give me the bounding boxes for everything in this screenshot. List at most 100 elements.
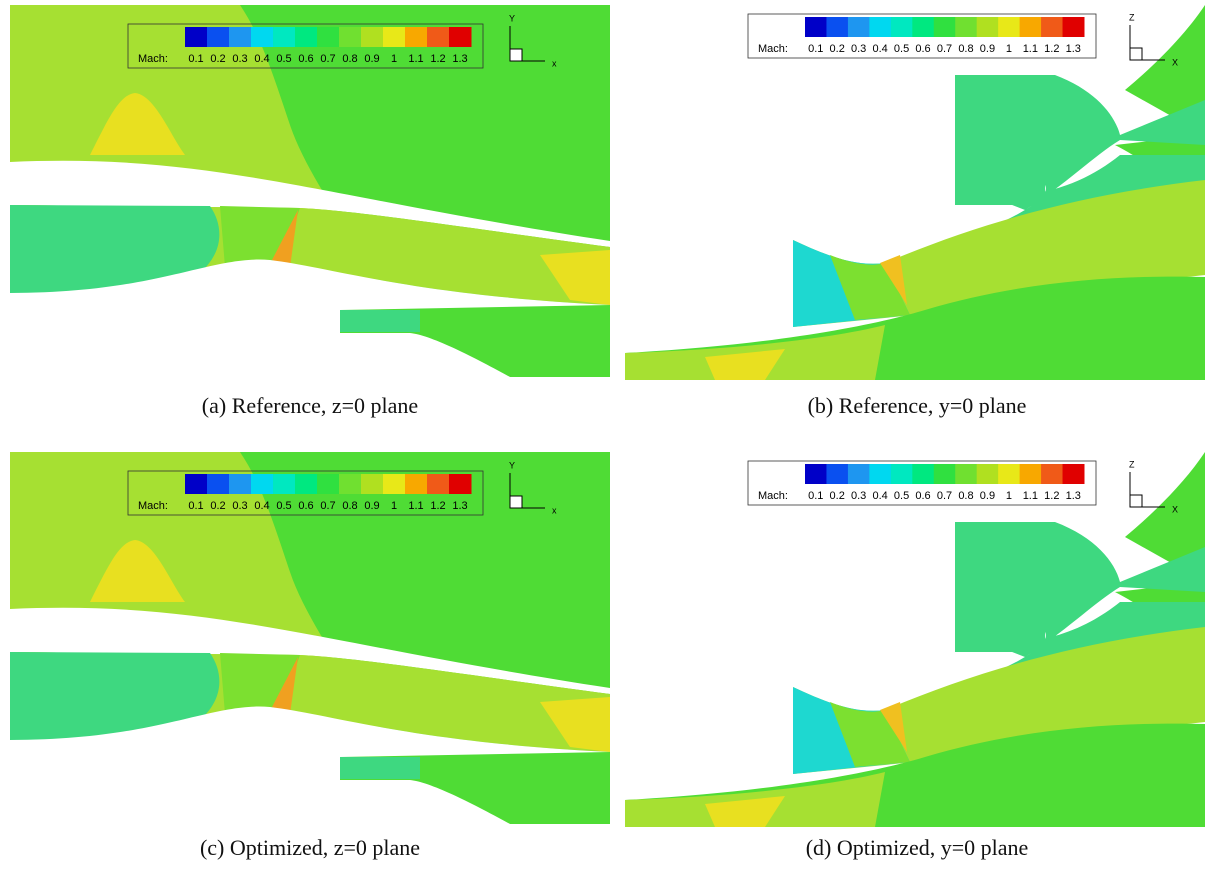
legend-swatch <box>998 464 1021 484</box>
legend-tick: 0.8 <box>342 53 357 65</box>
inlet-plate <box>340 757 420 779</box>
legend-tick: 0.2 <box>830 43 845 55</box>
legend-swatch <box>361 474 384 494</box>
legend-tick: 0.7 <box>320 53 335 65</box>
inlet-plate <box>955 522 1045 544</box>
legend-tick: 1.3 <box>1066 43 1081 55</box>
shock <box>272 210 298 267</box>
legend-swatch <box>826 464 849 484</box>
legend-tick: 1 <box>1006 43 1012 55</box>
legend-tick: 0.2 <box>210 53 225 65</box>
legend-swatch <box>1062 464 1085 484</box>
inlet-plate <box>955 183 1045 205</box>
legend-tick: 0.5 <box>894 490 909 502</box>
legend-swatch <box>185 27 208 47</box>
legend-tick: 0.8 <box>342 500 357 512</box>
legend-tick: 0.6 <box>298 500 313 512</box>
legend-tick: 0.4 <box>872 490 887 502</box>
shock <box>272 657 298 714</box>
legend-tick: 1 <box>391 53 397 65</box>
legend-tick: 0.5 <box>276 53 291 65</box>
axis-box <box>509 48 523 62</box>
legend-tick: 0.9 <box>364 53 379 65</box>
legend-tick: 1.1 <box>1023 490 1038 502</box>
legend-label: Mach: <box>138 500 168 512</box>
inlet-plate <box>955 630 1045 652</box>
legend-tick: 1.2 <box>1044 43 1059 55</box>
wall-gap <box>10 160 610 247</box>
legend-tick: 0.1 <box>188 500 203 512</box>
caption: (b) Reference, y=0 plane <box>807 393 1027 418</box>
legend-swatch <box>890 17 913 37</box>
legend-tick: 1.3 <box>452 500 467 512</box>
legend-swatch <box>976 464 999 484</box>
legend-tick: 1.1 <box>1023 43 1038 55</box>
legend-tick: 1.1 <box>408 53 423 65</box>
shock <box>880 255 907 305</box>
wall-gap <box>10 607 610 694</box>
legend-tick: 0.2 <box>830 490 845 502</box>
inlet-plate <box>955 75 1045 97</box>
legend-swatch <box>383 27 406 47</box>
contour-plot: Mach: 0.1 0.2 0.3 0.4 0.5 0.6 0.7 0.8 0.9 1 1.1 1.2 1… <box>10 452 610 824</box>
legend-tick: 0.7 <box>937 43 952 55</box>
legend-tick: 1 <box>391 500 397 512</box>
legend-swatch <box>912 17 935 37</box>
inlet-region <box>830 702 910 767</box>
flow-region <box>540 697 610 752</box>
axis-box <box>1129 47 1143 61</box>
axis-label: Y <box>509 460 515 470</box>
legend-swatch <box>405 27 428 47</box>
axis-box <box>1129 494 1143 508</box>
legend-tick: 0.1 <box>188 53 203 65</box>
contour-plot: Mach: 0.1 0.2 0.3 0.4 0.5 0.6 0.7 0.8 0.9 1 1.1 1.2 1… <box>10 5 610 377</box>
contour-plot: Mach: 0.1 0.2 0.3 0.4 0.5 0.6 0.7 0.8 0.9 1 1.1 1.2 1… <box>625 452 1205 827</box>
legend-tick: 0.4 <box>254 500 269 512</box>
legend-swatch <box>998 17 1021 37</box>
legend-tick: 1.1 <box>408 500 423 512</box>
legend-tick: 0.3 <box>232 500 247 512</box>
legend-swatch <box>1062 17 1085 37</box>
inlet-plate <box>340 310 420 332</box>
legend-tick: 1 <box>1006 490 1012 502</box>
caption: (a) Reference, z=0 plane <box>201 393 419 418</box>
legend-swatch <box>317 27 340 47</box>
flow-region <box>90 540 185 602</box>
legend-tick: 0.2 <box>210 500 225 512</box>
legend-swatch <box>449 27 472 47</box>
legend-box <box>127 470 484 516</box>
legend-tick: 1.3 <box>452 53 467 65</box>
axis-label: X <box>1172 504 1178 514</box>
legend-swatch <box>295 474 318 494</box>
legend-tick: 0.4 <box>254 53 269 65</box>
legend-swatch <box>955 464 978 484</box>
legend-swatch <box>207 27 230 47</box>
legend-tick: 0.9 <box>980 490 995 502</box>
legend-swatch <box>869 17 892 37</box>
legend-swatch <box>185 474 208 494</box>
legend-label: Mach: <box>138 53 168 65</box>
flow-region <box>90 93 185 155</box>
legend-swatch <box>933 17 956 37</box>
legend-swatch <box>339 27 362 47</box>
legend-swatch <box>295 27 318 47</box>
axis-label: x <box>552 58 557 68</box>
legend-swatch <box>1041 17 1064 37</box>
axis-label: Z <box>1129 12 1135 22</box>
legend-tick: 0.5 <box>894 43 909 55</box>
legend-tick: 1.2 <box>430 53 445 65</box>
legend-swatch <box>869 464 892 484</box>
legend-label: Mach: <box>758 490 788 502</box>
legend-swatch <box>847 17 870 37</box>
legend-tick: 0.3 <box>232 53 247 65</box>
duct-inlet <box>10 652 220 740</box>
contour-plot: Mach: 0.1 0.2 0.3 0.4 0.5 0.6 0.7 0.8 0.9 1 1.1 1.2 1… <box>625 5 1205 380</box>
legend-swatch <box>273 474 296 494</box>
legend-swatch <box>826 17 849 37</box>
legend-swatch <box>251 27 274 47</box>
axis-label: Z <box>1129 459 1135 469</box>
legend-swatch <box>1019 17 1042 37</box>
legend-swatch <box>449 474 472 494</box>
lower-region <box>705 796 785 827</box>
legend-label: Mach: <box>758 43 788 55</box>
